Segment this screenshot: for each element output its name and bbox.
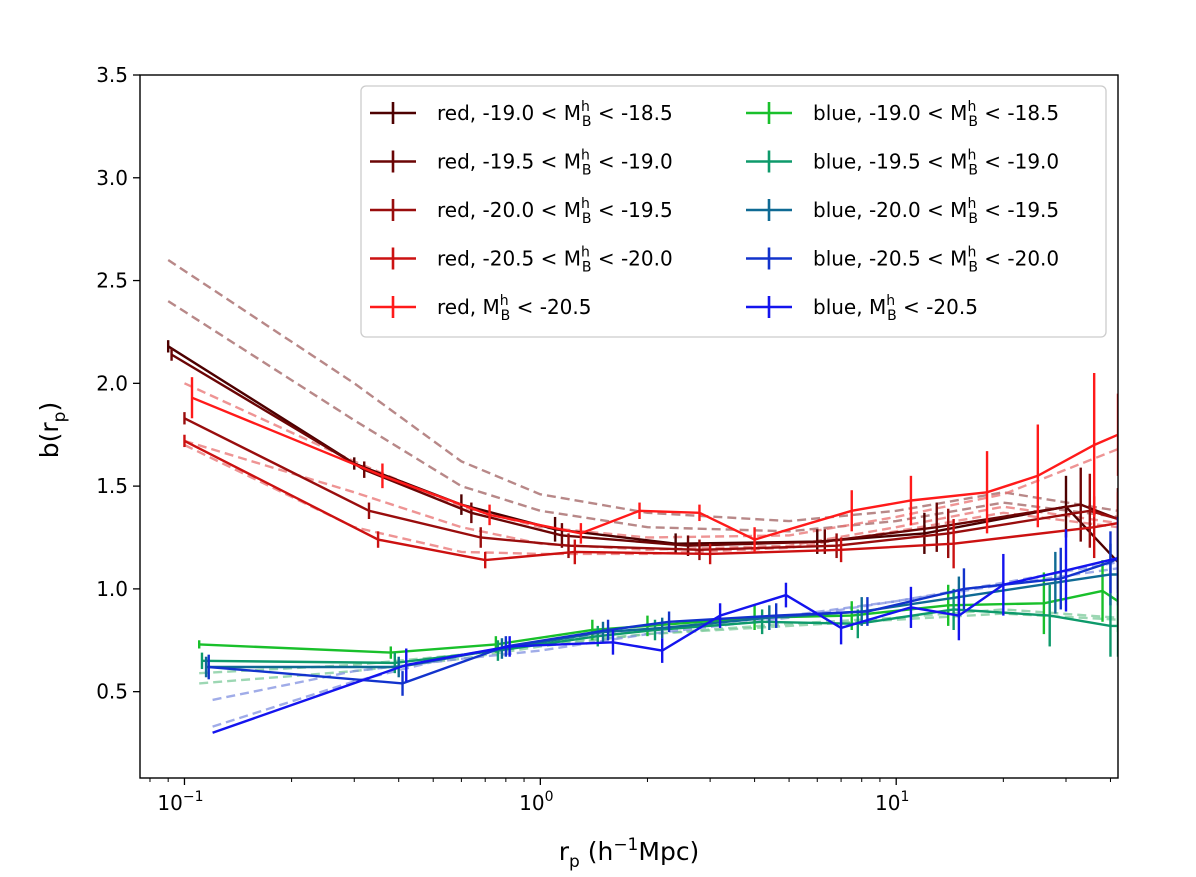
legend-entry-6: blue, -19.0 < Mh B < -18.5: [746, 99, 1059, 130]
y-tick-label: 0.5: [96, 680, 128, 704]
legend-entry-3: red, -20.0 < Mh B < -19.5: [370, 196, 673, 227]
legend: red, -19.0 < Mh B < -18.5 red, -19.5 < Mh B…: [360, 85, 1107, 338]
legend-label: blue, -19.5 < Mh B < -19.0: [813, 148, 1059, 179]
legend-entry-7: blue, -19.5 < Mh B < -19.0: [746, 148, 1059, 179]
x-tick-label: 10−1: [157, 789, 203, 815]
model-curve-3: [183, 382, 1118, 539]
y-tick-label: 1.0: [96, 577, 128, 601]
legend-label: red, -20.0 < Mh B < -19.5: [437, 196, 673, 227]
series-4: [183, 434, 1118, 569]
y-tick-label: 3.0: [96, 166, 128, 190]
legend-label: blue, Mh B < -20.5: [813, 293, 978, 324]
legend-entry-10: blue, Mh B < -20.5: [746, 293, 978, 324]
legend-entry-8: blue, -20.0 < Mh B < -19.5: [746, 196, 1059, 227]
y-axis-title: b(rp): [35, 402, 70, 458]
y-tick-label: 1.5: [96, 474, 128, 498]
model-curve-2: [167, 300, 1118, 533]
plot-area-frame: [139, 74, 1119, 779]
legend-entry-4: red, -20.5 < Mh B < -20.0: [370, 245, 673, 276]
legend-label: blue, -20.5 < Mh B < -20.0: [813, 245, 1059, 276]
series-3: [183, 412, 1118, 561]
x-tick-label: 101: [875, 789, 909, 815]
model-curve-6: [199, 608, 1118, 685]
legend-label: red, -19.0 < Mh B < -18.5: [437, 99, 673, 130]
series-line-7: [201, 608, 1118, 665]
legend-label: red, Mh B < -20.5: [437, 293, 591, 324]
model-curve-4: [184, 439, 1118, 552]
y-tick-label: 2.0: [96, 371, 128, 395]
series-line-5: [191, 396, 1118, 541]
axis-ticks: 0.5 1.0 1.5 2.0 2.5 3.0 3.5 10−1 100 101: [96, 63, 1111, 815]
model-curve-8: [212, 561, 1118, 728]
x-tick-label: 100: [519, 789, 553, 815]
series-6: [197, 560, 1118, 659]
legend-entry-1: red, -19.0 < Mh B < -18.5: [370, 99, 673, 130]
legend-entry-5: red, Mh B < -20.5: [370, 293, 591, 324]
series-line-10: [212, 556, 1118, 734]
legend-label: blue, -19.0 < Mh B < -18.5: [813, 99, 1059, 130]
legend-label: red, -20.5 < Mh B < -20.0: [437, 245, 673, 276]
y-tick-label: 3.5: [96, 63, 128, 87]
legend-entry-9: blue, -20.5 < Mh B < -20.0: [746, 245, 1059, 276]
legend-entry-2: red, -19.5 < Mh B < -19.0: [370, 148, 673, 179]
data-series: [166, 340, 1118, 734]
legend-box: [360, 85, 1107, 338]
legend-label: blue, -20.0 < Mh B < -19.5: [813, 196, 1059, 227]
y-tick-label: 2.5: [96, 269, 128, 293]
series-10: [212, 516, 1118, 734]
x-axis-title: rp (h−1Mpc): [559, 835, 700, 872]
model-curve-1: [167, 258, 1118, 523]
series-5: [190, 373, 1118, 552]
legend-label: red, -19.5 < Mh B < -19.0: [437, 148, 673, 179]
